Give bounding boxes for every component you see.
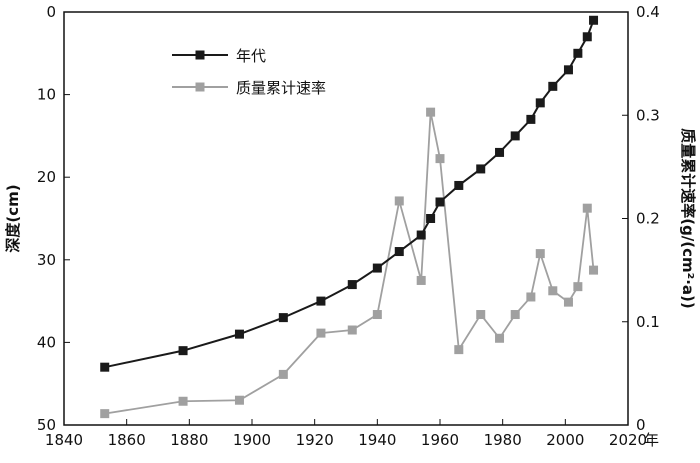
- x-tick-label: 1860: [108, 431, 146, 449]
- legend-label: 年代: [236, 47, 266, 65]
- data-point-age: [589, 15, 599, 25]
- data-point-mass-rate: [394, 196, 404, 206]
- data-point-age: [548, 81, 558, 91]
- data-point-age: [526, 114, 536, 124]
- x-tick-label: 1940: [358, 431, 396, 449]
- data-point-mass-rate: [548, 286, 558, 296]
- y-right-tick-label: 0.4: [636, 3, 660, 21]
- data-point-age: [372, 263, 382, 273]
- data-point-age: [435, 197, 445, 207]
- y-left-axis-label: 深度(cm): [4, 184, 22, 252]
- x-axis-label: 年: [644, 431, 659, 449]
- y-right-axis-label: 质量累计速率(g/(cm²·a)): [679, 128, 697, 309]
- data-point-mass-rate: [100, 409, 110, 419]
- data-point-mass-rate: [416, 275, 426, 285]
- y-left-tick-label: 20: [37, 168, 56, 186]
- series-line-mass-rate: [104, 111, 595, 415]
- data-point-age: [535, 98, 545, 108]
- data-point-mass-rate: [454, 345, 464, 355]
- legend-label: 质量累计速率: [236, 79, 326, 97]
- data-point-age: [178, 346, 188, 356]
- data-point-age: [563, 65, 573, 75]
- data-point-age: [454, 180, 464, 190]
- data-point-mass-rate: [234, 395, 244, 405]
- data-point-age: [476, 164, 486, 174]
- y-left-tick-label: 50: [37, 416, 56, 434]
- data-point-mass-rate: [526, 292, 536, 302]
- plot-frame: [63, 11, 629, 426]
- data-point-age: [582, 32, 592, 42]
- data-point-age: [495, 147, 505, 157]
- data-point-age: [573, 48, 583, 58]
- y-right-tick-label: 0.2: [636, 210, 660, 228]
- data-point-age: [416, 230, 426, 240]
- y-left-tick-label: 10: [37, 86, 56, 104]
- x-tick-label: 1980: [484, 431, 522, 449]
- y-right-tick-label: 0.1: [636, 313, 660, 331]
- data-point-mass-rate: [582, 203, 592, 213]
- data-point-age: [100, 362, 110, 372]
- data-point-age: [234, 329, 244, 339]
- data-point-age: [347, 280, 357, 290]
- data-point-mass-rate: [476, 310, 486, 320]
- data-point-mass-rate: [278, 369, 288, 379]
- x-tick-label: 2020: [609, 431, 647, 449]
- data-point-mass-rate: [316, 328, 326, 338]
- data-point-age: [426, 214, 436, 223]
- data-point-mass-rate: [372, 310, 382, 320]
- data-point-mass-rate: [535, 249, 545, 259]
- data-point-mass-rate: [573, 282, 583, 292]
- data-point-age: [278, 313, 288, 323]
- x-tick-label: 1900: [233, 431, 271, 449]
- x-tick-label: 2000: [546, 431, 584, 449]
- x-tick-label: 1920: [296, 431, 334, 449]
- data-point-mass-rate: [426, 107, 436, 117]
- data-point-mass-rate: [589, 265, 599, 275]
- data-point-age: [510, 131, 520, 141]
- y-right-tick-label: 0: [636, 416, 646, 434]
- data-point-mass-rate: [563, 297, 573, 307]
- y-right-tick-label: 0.3: [636, 106, 660, 124]
- data-point-age: [394, 247, 404, 257]
- legend-marker: [195, 82, 205, 92]
- data-point-mass-rate: [495, 333, 505, 343]
- y-left-tick-label: 30: [37, 251, 56, 269]
- y-left-tick-label: 0: [46, 3, 56, 21]
- x-tick-label: 1840: [45, 431, 83, 449]
- x-tick-label: 1960: [421, 431, 459, 449]
- data-point-mass-rate: [347, 325, 357, 335]
- x-tick-label: 1880: [170, 431, 208, 449]
- data-point-age: [316, 296, 326, 306]
- data-point-mass-rate: [178, 396, 188, 406]
- legend-marker: [195, 50, 205, 60]
- data-point-mass-rate: [510, 310, 520, 320]
- y-left-tick-label: 40: [37, 333, 56, 351]
- series-line-age: [104, 19, 595, 369]
- data-point-mass-rate: [435, 154, 445, 164]
